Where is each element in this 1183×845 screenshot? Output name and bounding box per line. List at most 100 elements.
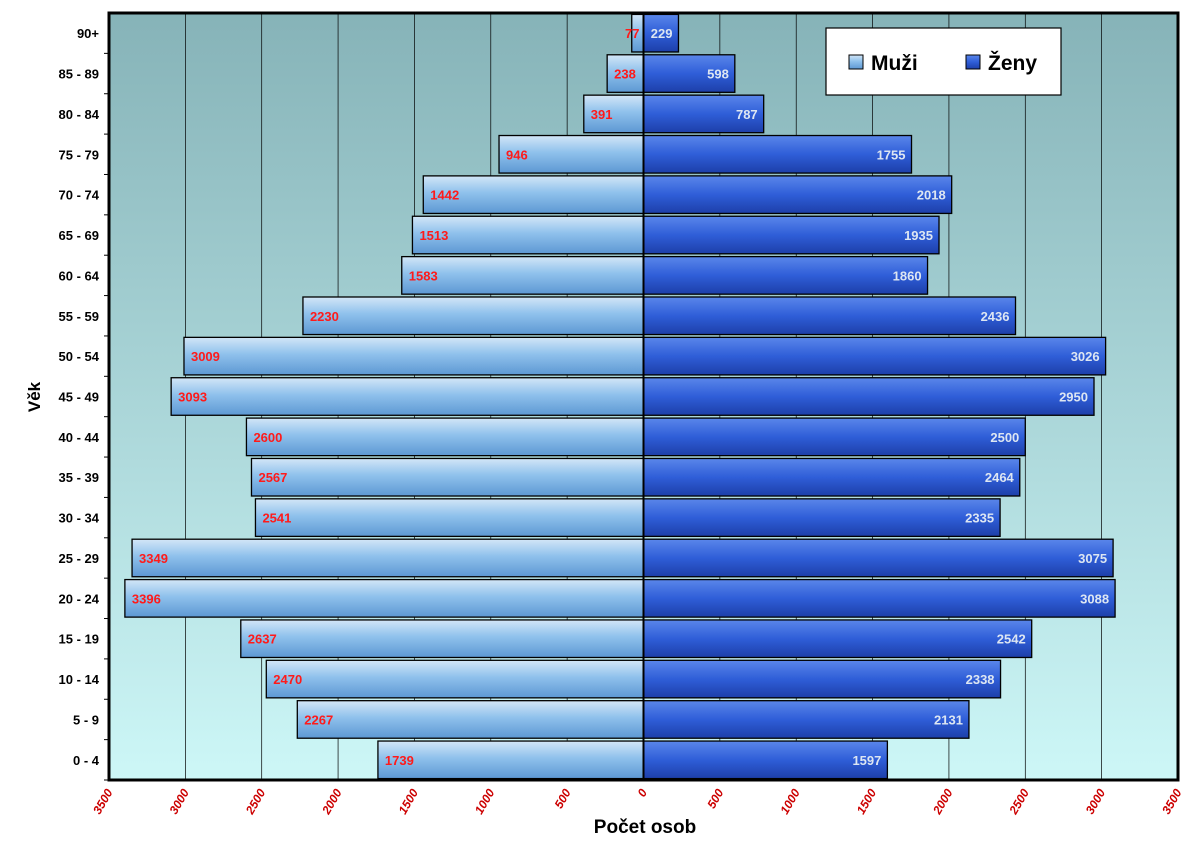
- data-label-male: 2267: [304, 712, 333, 727]
- bar-male-40-44: [245, 417, 645, 457]
- bar-male-15-19: [240, 619, 645, 659]
- bar-male-65-69: [411, 215, 645, 255]
- bar-female-45-49: [642, 377, 1095, 416]
- data-label-male: 1583: [409, 268, 438, 283]
- data-label-female: 2338: [966, 672, 995, 687]
- y-tick-label: 65 - 69: [59, 228, 99, 243]
- y-tick-label: 50 - 54: [59, 349, 100, 364]
- bar-male-50-54: [183, 336, 645, 376]
- bar-male-30-34: [254, 498, 645, 538]
- data-label-male: 3009: [191, 349, 220, 364]
- y-tick-label: 35 - 39: [59, 470, 99, 485]
- bar-female-0-4: [642, 740, 889, 780]
- y-tick-label: 60 - 64: [59, 268, 100, 283]
- data-label-female: 2018: [917, 188, 946, 203]
- data-label-female: 2500: [990, 430, 1019, 445]
- data-label-male: 3396: [132, 591, 161, 606]
- legend-swatch-female: [965, 54, 981, 70]
- y-tick-label: 90+: [77, 26, 99, 41]
- bar-male-10-14: [265, 659, 645, 699]
- bar-male-45-49: [170, 377, 645, 416]
- data-label-male: 3349: [139, 551, 168, 566]
- x-tick-label: 1500: [854, 786, 880, 816]
- data-label-female: 1935: [904, 228, 933, 243]
- bar-female-75-79: [642, 134, 913, 174]
- bar-female-50-54: [642, 336, 1107, 376]
- bar-female-55-59: [642, 296, 1017, 336]
- bar-male-5-9: [296, 700, 645, 739]
- bar-female-25-29: [642, 538, 1114, 578]
- x-tick-label: 500: [704, 786, 726, 811]
- y-tick-label: 70 - 74: [59, 188, 100, 203]
- bar-male-60-64: [401, 255, 645, 295]
- data-label-female: 1597: [852, 753, 881, 768]
- data-label-male: 238: [614, 67, 636, 82]
- data-label-female: 229: [651, 26, 673, 41]
- y-tick-label: 10 - 14: [59, 672, 100, 687]
- x-axis-title: Počet osob: [594, 817, 696, 838]
- data-label-male: 2637: [248, 632, 277, 647]
- legend: Muži Ženy: [825, 27, 1062, 96]
- y-tick-label: 20 - 24: [59, 591, 100, 606]
- y-tick-label: 85 - 89: [59, 67, 99, 82]
- y-axis-title: Věk: [25, 381, 44, 412]
- y-tick-label: 30 - 34: [59, 511, 100, 526]
- y-tick-labels: 0 - 4 5 - 9 10 - 14 15 - 19 20 - 24 25 - 29 30…: [59, 26, 109, 781]
- x-tick-label: 1000: [472, 786, 498, 816]
- bar-male-25-29: [131, 538, 645, 578]
- data-label-male: 1513: [419, 228, 448, 243]
- data-label-female: 3026: [1071, 349, 1100, 364]
- data-label-male: 1739: [385, 753, 414, 768]
- data-label-male: 946: [506, 147, 528, 162]
- x-tick-label: 2000: [930, 786, 956, 817]
- data-label-female: 2464: [985, 470, 1015, 485]
- data-label-female: 3075: [1078, 551, 1107, 566]
- bar-female-30-34: [642, 498, 1001, 538]
- x-tick-label: 2000: [319, 786, 345, 817]
- bar-male-80-84: [583, 94, 645, 134]
- bar-female-10-14: [642, 659, 1002, 699]
- data-label-female: 1755: [877, 147, 906, 162]
- bar-male-55-59: [302, 296, 645, 336]
- data-label-female: 3088: [1080, 591, 1109, 606]
- bar-female-5-9: [642, 700, 970, 739]
- data-label-male: 2541: [262, 511, 291, 526]
- bar-male-0-4: [377, 740, 645, 780]
- y-tick-label: 15 - 19: [59, 632, 99, 647]
- data-label-male: 77: [625, 26, 639, 41]
- data-label-female: 598: [707, 67, 729, 82]
- x-tick-labels: 3500 3000 2500 2000 1500 1000 500 0 500 1000 1500 2…: [90, 786, 1183, 817]
- legend-box: [825, 27, 1062, 96]
- bar-female-80-84: [642, 94, 765, 134]
- plot-area-frame: [107, 11, 1180, 782]
- legend-swatch-male: [848, 54, 864, 70]
- data-label-female: 2131: [934, 712, 963, 727]
- x-tick-label: 3000: [1083, 786, 1109, 816]
- bar-male-75-79: [498, 134, 645, 174]
- x-tick-label: 1500: [396, 786, 422, 816]
- bar-female-20-24: [642, 578, 1116, 618]
- bar-female-35-39: [642, 457, 1021, 497]
- y-tick-label: 40 - 44: [59, 430, 100, 445]
- bar-female-15-19: [642, 619, 1033, 659]
- bar-female-60-64: [642, 255, 929, 295]
- bar-female-40-44: [642, 417, 1026, 457]
- data-label-female: 2950: [1059, 390, 1088, 405]
- x-tick-label: 3500: [90, 786, 116, 816]
- y-tick-label: 75 - 79: [59, 147, 99, 162]
- legend-label-male: Muži: [871, 52, 918, 75]
- y-tick-label: 25 - 29: [59, 551, 99, 566]
- data-label-female: 1860: [893, 268, 922, 283]
- y-tick-label: 45 - 49: [59, 390, 99, 405]
- y-tick-label: 55 - 59: [59, 309, 99, 324]
- x-tick-label: 3500: [1159, 786, 1183, 816]
- data-label-male: 2600: [253, 430, 282, 445]
- data-label-male: 2230: [310, 309, 339, 324]
- bar-male-85-89: [606, 54, 645, 93]
- bars: 1739 1597 2267 2131 2470 2338 2637 2542 3396 3088…: [124, 13, 1116, 780]
- y-tick-label: 0 - 4: [73, 753, 100, 768]
- bar-female-65-69: [642, 215, 940, 255]
- data-label-female: 787: [736, 107, 758, 122]
